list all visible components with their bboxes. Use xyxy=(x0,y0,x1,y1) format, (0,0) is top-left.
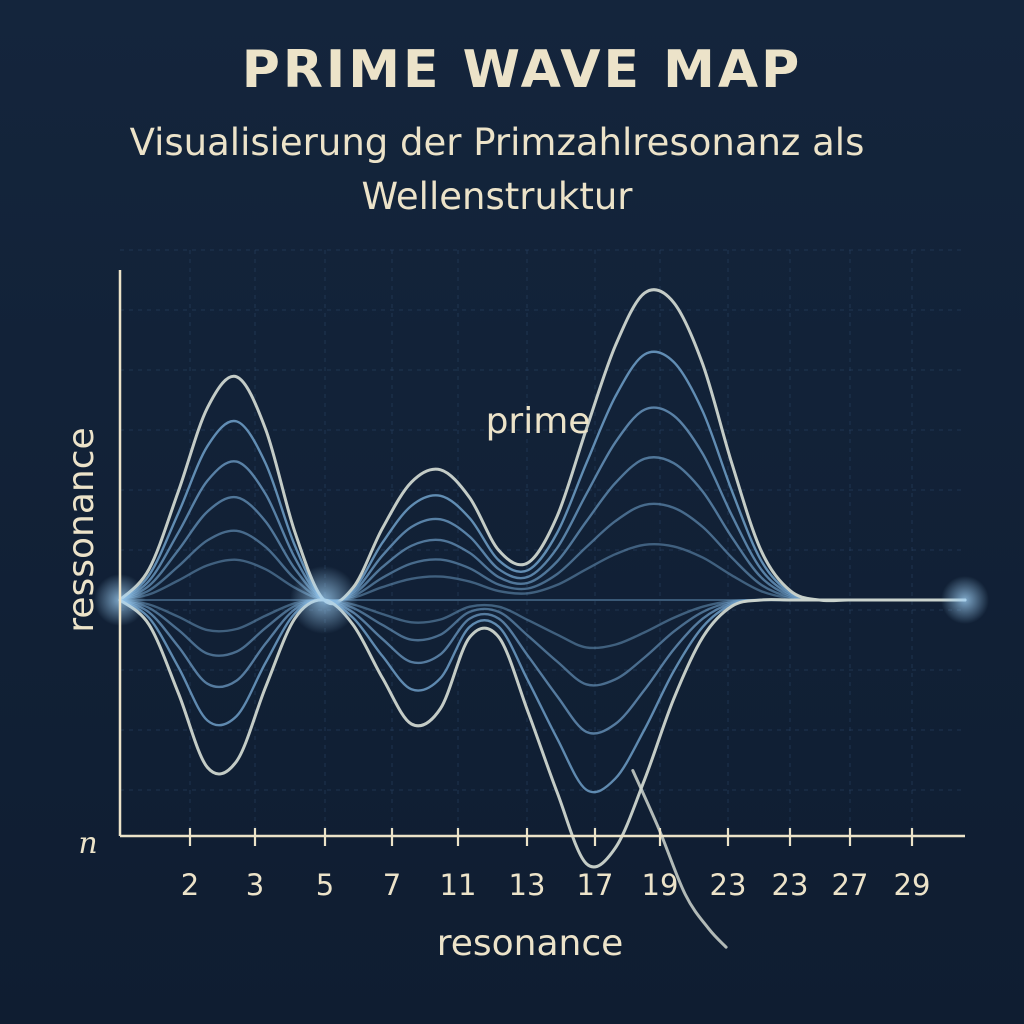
lower-wave-0 xyxy=(118,598,967,869)
x-tick-label-2: 5 xyxy=(316,868,334,902)
x-tick-label-1: 3 xyxy=(246,868,264,902)
lower-wave-tail xyxy=(631,769,728,949)
chart-subtitle: Visualisierung der Primzahlresonanz als … xyxy=(129,121,865,218)
chart-axes xyxy=(118,270,965,838)
x-tick-label-11: 29 xyxy=(894,868,931,902)
x-tick-label-5: 13 xyxy=(509,868,546,902)
y-axis-title: ressonance xyxy=(61,427,102,632)
x-axis-title: resonance xyxy=(437,923,624,964)
x-tick-label-10: 27 xyxy=(832,868,869,902)
annotation-prime: prime xyxy=(486,401,591,442)
node-glow-2 xyxy=(941,576,989,624)
node-glow-1 xyxy=(289,566,358,634)
node-glow-group xyxy=(94,566,989,634)
x-tick-label-6: 17 xyxy=(577,868,614,902)
x-tick-label-8: 23 xyxy=(710,868,747,902)
x-tick-label-9: 23 xyxy=(772,868,809,902)
x-tick-label-3: 7 xyxy=(383,868,401,902)
x-tick-label-4: 11 xyxy=(440,868,477,902)
x-tick-group: 2 3 5 7 11 13 17 19 23 23 27 29 xyxy=(181,828,931,902)
x-tick-label-7: 19 xyxy=(642,868,679,902)
x-tick-label-0: 2 xyxy=(181,868,199,902)
origin-label: n xyxy=(78,826,97,861)
chart-title: PRIME WAVE MAP xyxy=(241,40,803,100)
wave-series-group xyxy=(118,288,967,949)
